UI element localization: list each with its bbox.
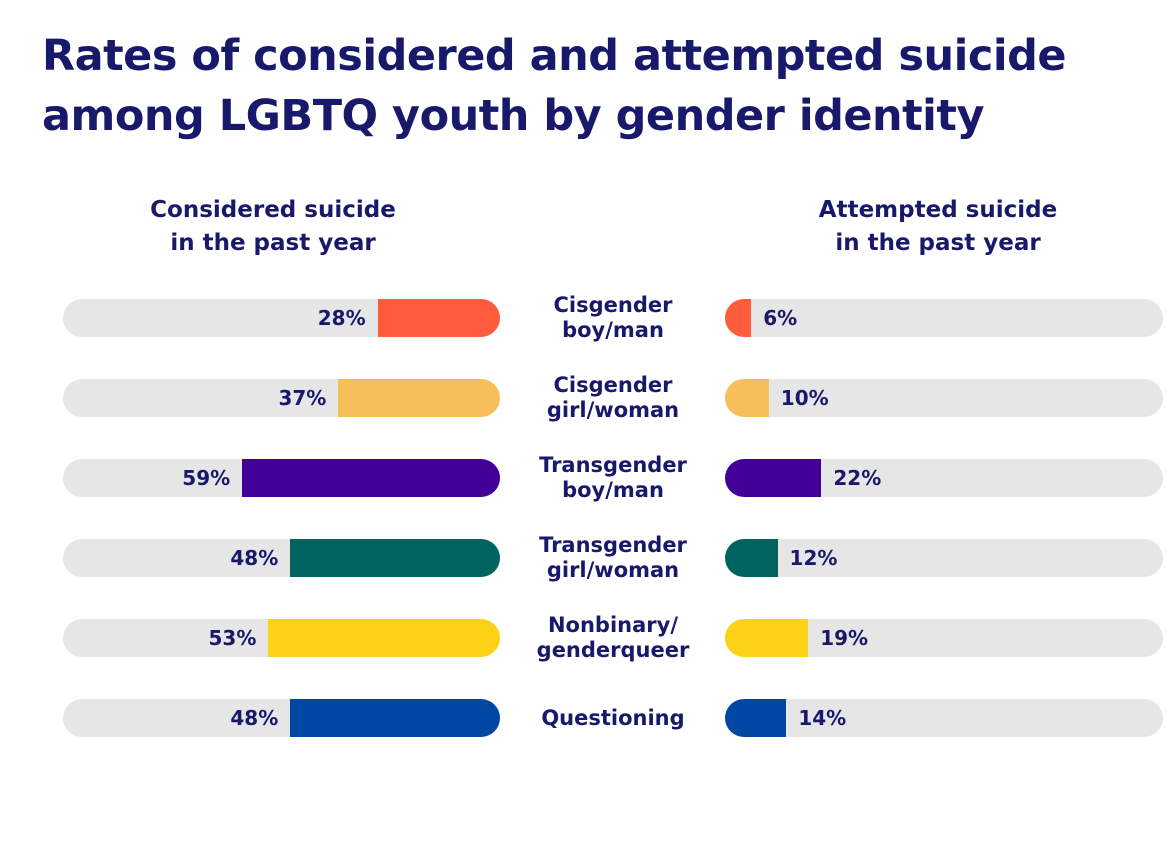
value-label: 19% [820, 626, 869, 650]
bar-track [725, 699, 1163, 737]
bar [290, 699, 500, 737]
bar-track [725, 619, 1163, 657]
bar-track [63, 379, 500, 417]
value-label: 12% [789, 546, 838, 570]
bar [725, 379, 769, 417]
chart-title: Rates of considered and attempted suicid… [42, 31, 1067, 141]
bar [242, 459, 500, 497]
category-label: Transgender boy/man [539, 453, 687, 502]
bar [725, 459, 822, 497]
category-label: Cisgender boy/man [553, 293, 673, 342]
bar-track [63, 459, 500, 497]
bar [290, 539, 500, 577]
bar-track [63, 699, 500, 737]
category-label: Transgender girl/woman [539, 533, 687, 582]
bar-track [63, 539, 500, 577]
series-header: Considered suicide in the past year [150, 197, 396, 256]
value-label: 59% [182, 466, 231, 490]
bar-track [725, 539, 1163, 577]
series-header: Attempted suicide in the past year [818, 197, 1058, 256]
value-label: 10% [780, 386, 829, 410]
category-label: Cisgender girl/woman [546, 373, 680, 422]
value-label: 37% [278, 386, 327, 410]
value-label: 53% [208, 626, 257, 650]
category-label: Questioning [541, 705, 685, 730]
bar [268, 619, 500, 657]
bar [725, 299, 752, 337]
bar-track [725, 459, 1163, 497]
category-label: Nonbinary/ genderqueer [536, 613, 690, 662]
value-label: 14% [798, 706, 847, 730]
bar-track [725, 379, 1163, 417]
value-label: 48% [230, 706, 279, 730]
bar [725, 619, 809, 657]
bar [377, 299, 500, 337]
bar-track [725, 299, 1163, 337]
value-label: 28% [317, 306, 366, 330]
bar-track [63, 299, 500, 337]
value-label: 22% [833, 466, 882, 490]
bar-track [63, 619, 500, 657]
value-label: 6% [763, 306, 798, 330]
bar [725, 539, 778, 577]
value-label: 48% [230, 546, 279, 570]
bar [725, 699, 787, 737]
bar [338, 379, 500, 417]
